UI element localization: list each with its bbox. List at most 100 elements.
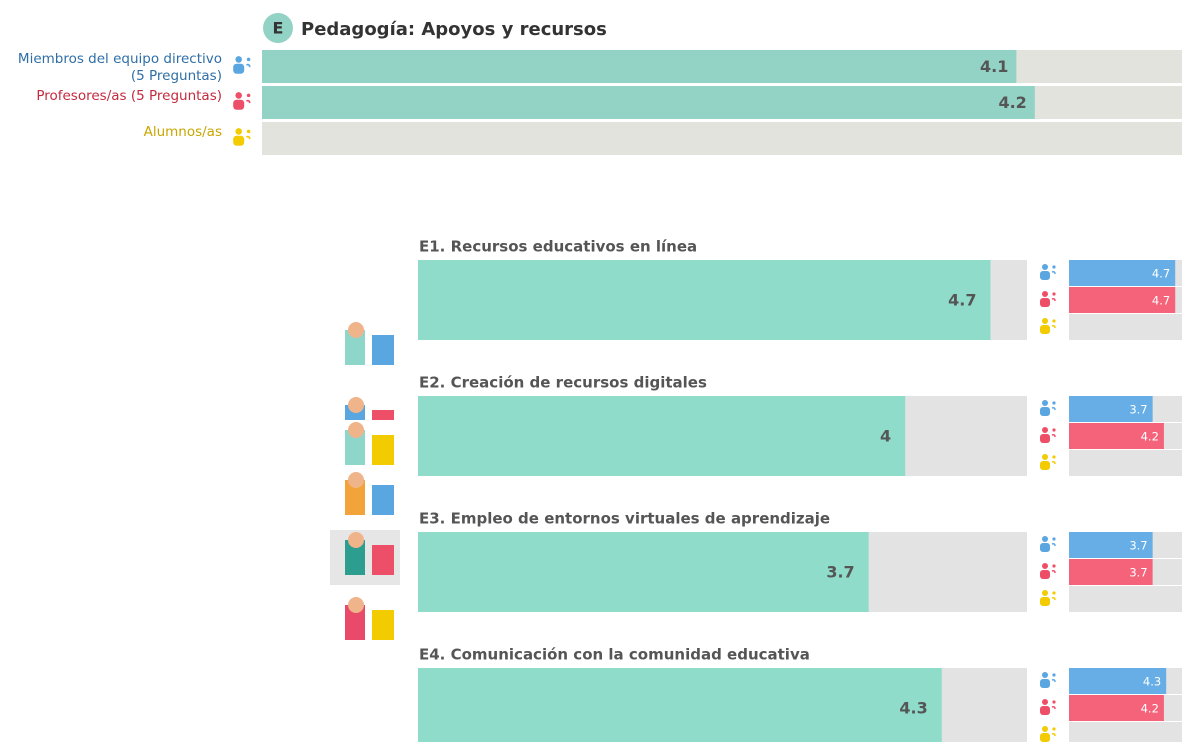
- bar-background: [1069, 586, 1182, 612]
- bar: [418, 668, 942, 742]
- icon: [1052, 265, 1056, 269]
- icon: [1051, 271, 1056, 275]
- icon: [246, 135, 251, 140]
- icon: [1051, 543, 1056, 547]
- icon: [1040, 597, 1050, 606]
- bar: [1069, 695, 1164, 721]
- chart-title: Pedagogía: Apoyos y recursos: [301, 19, 607, 40]
- value-label: 4.7: [948, 291, 976, 310]
- chart-title: E4. Comunicación con la comunidad educat…: [419, 646, 810, 664]
- category-label: Miembros del equipo directivo (5 Pregunt…: [17, 51, 222, 84]
- illustration: [372, 335, 394, 365]
- icon: [1042, 590, 1048, 596]
- value-label: 4.3: [899, 699, 927, 718]
- illustration: [372, 485, 394, 515]
- icon: [1051, 325, 1056, 329]
- icon: [1051, 570, 1056, 574]
- bar: [418, 532, 869, 612]
- bar: [262, 50, 1017, 83]
- illustration: [348, 597, 364, 613]
- icon: [235, 92, 242, 99]
- icon: [1052, 700, 1056, 704]
- icon: [1052, 673, 1056, 677]
- icon: [1042, 563, 1048, 569]
- icon: [233, 99, 245, 110]
- value-label: 4.7: [1152, 294, 1170, 308]
- icon: [1052, 319, 1056, 323]
- chart-title: E2. Creación de recursos digitales: [419, 374, 707, 392]
- bar: [1069, 559, 1153, 585]
- icon: [246, 93, 251, 98]
- illustration: [345, 480, 365, 515]
- icon: [1042, 536, 1048, 542]
- icon: [1052, 564, 1056, 568]
- illustration: [345, 430, 365, 465]
- bar-background: [262, 122, 1182, 155]
- bar: [1069, 532, 1153, 558]
- icon: [1040, 679, 1050, 688]
- illustration: [372, 435, 394, 465]
- bar: [1069, 396, 1153, 422]
- icon: [235, 56, 242, 63]
- icon: [246, 57, 251, 62]
- icon: [1040, 543, 1050, 552]
- icon: [246, 129, 251, 134]
- icon: [1042, 427, 1048, 433]
- icon: [1051, 298, 1056, 302]
- bar: [1069, 287, 1176, 313]
- icon: [1042, 400, 1048, 406]
- icon: [1040, 298, 1050, 307]
- bar-background: [1069, 314, 1182, 340]
- bar-background: [1069, 722, 1182, 742]
- bar: [418, 260, 991, 340]
- category-label: Alumnos/as: [143, 124, 222, 140]
- bar: [418, 396, 906, 476]
- illustration: [348, 322, 364, 338]
- illustration: [372, 610, 394, 640]
- bar: [1069, 668, 1167, 694]
- icon: [1051, 407, 1056, 411]
- icon: [1051, 434, 1056, 438]
- icon: [1052, 455, 1056, 459]
- icon: [1040, 733, 1050, 742]
- value-label: 3.7: [826, 563, 854, 582]
- icon: [1052, 727, 1056, 731]
- category-label: Profesores/as (5 Preguntas): [36, 88, 222, 104]
- value-label: 4.2: [1141, 430, 1159, 444]
- value-label: 4.3: [1143, 675, 1161, 689]
- illustration: [372, 545, 394, 575]
- icon: [1042, 318, 1048, 324]
- icon: [1040, 706, 1050, 715]
- icon: [1052, 428, 1056, 432]
- bar: [262, 86, 1035, 119]
- icon: [233, 135, 245, 146]
- illustration: [345, 540, 365, 575]
- icon: [1042, 672, 1048, 678]
- icon: [246, 63, 251, 68]
- value-label: 3.7: [1129, 566, 1147, 580]
- chart-title: E1. Recursos educativos en línea: [419, 238, 697, 256]
- illustration: [348, 532, 364, 548]
- illustration: [348, 472, 364, 488]
- icon: [1040, 407, 1050, 416]
- icon: [1051, 733, 1056, 737]
- bar-background: [1069, 450, 1182, 476]
- value-label: 4.1: [980, 57, 1008, 76]
- icon: [1051, 461, 1056, 465]
- chart-title: E3. Empleo de entornos virtuales de apre…: [419, 510, 830, 528]
- icon: [1040, 271, 1050, 280]
- value-label: 4.2: [998, 93, 1026, 112]
- value-label: 3.7: [1129, 539, 1147, 553]
- icon: [1052, 591, 1056, 595]
- icon: [246, 99, 251, 104]
- icon: [1052, 537, 1056, 541]
- value-label: 4.2: [1141, 702, 1159, 716]
- value-label: 3.7: [1129, 403, 1147, 417]
- icon: [235, 128, 242, 135]
- value-label: 4.7: [1152, 267, 1170, 281]
- icon: [233, 63, 245, 74]
- icon: [1042, 264, 1048, 270]
- icon: [1051, 706, 1056, 710]
